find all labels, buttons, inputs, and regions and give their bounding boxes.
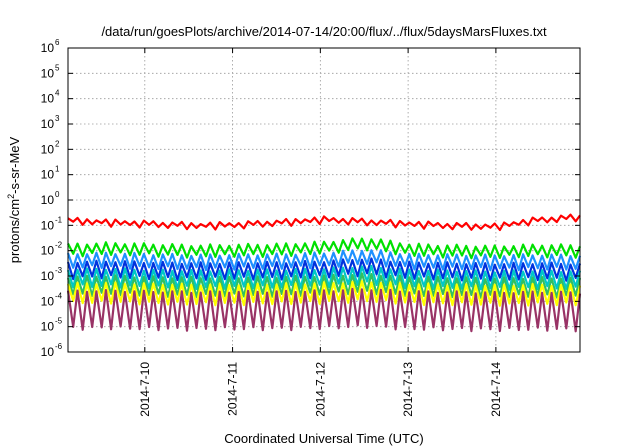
y-tick-labels: 10 -610 -510 -410 -310 -210 -110 010 110 210 310 41… bbox=[41, 38, 63, 359]
chart-title: /data/run/goesPlots/archive/2014-07-14/2… bbox=[101, 24, 547, 39]
y-tick-exponent: 2 bbox=[55, 139, 60, 148]
y-tick-label: 10 bbox=[41, 244, 55, 258]
y-tick-exponent: -4 bbox=[55, 291, 63, 300]
y-tick-label: 10 bbox=[41, 66, 55, 80]
y-tick-exponent: 3 bbox=[55, 114, 60, 123]
y-tick-exponent: -6 bbox=[55, 342, 63, 351]
x-tick-label: 2014-7-10 bbox=[138, 362, 152, 417]
y-tick-label: 10 bbox=[41, 218, 55, 232]
y-tick-label: 10 bbox=[41, 142, 55, 156]
y-axis-title-rest: -s-sr-MeV bbox=[7, 136, 22, 193]
x-tick-label: 2014-7-12 bbox=[313, 362, 327, 417]
x-tick-labels: 2014-7-10 2014-7-11 2014-7-12 2014-7-13 2014… bbox=[138, 362, 503, 417]
series-line bbox=[66, 257, 582, 282]
y-tick-exponent: -3 bbox=[55, 266, 63, 275]
y-tick-label: 10 bbox=[41, 41, 55, 55]
x-tick-label: 2014-7-13 bbox=[401, 362, 415, 417]
x-tick-label: 2014-7-14 bbox=[489, 362, 503, 417]
x-tick-label: 2014-7-11 bbox=[226, 362, 240, 416]
y-tick-label: 10 bbox=[41, 168, 55, 182]
series-line bbox=[66, 287, 582, 333]
y-tick-exponent: -1 bbox=[55, 215, 63, 224]
axis-ticks bbox=[68, 47, 580, 353]
y-axis-title-base: protons/cm bbox=[7, 199, 22, 263]
series-lines bbox=[66, 213, 582, 333]
y-tick-label: 10 bbox=[41, 269, 55, 283]
y-tick-exponent: 6 bbox=[55, 38, 60, 47]
series-line bbox=[66, 264, 582, 291]
y-tick-label: 10 bbox=[41, 345, 55, 359]
y-tick-exponent: 1 bbox=[55, 165, 60, 174]
series-line bbox=[67, 213, 581, 232]
y-tick-exponent: 0 bbox=[55, 190, 60, 199]
y-tick-exponent: -2 bbox=[55, 241, 63, 250]
y-tick-label: 10 bbox=[41, 92, 55, 106]
y-tick-exponent: -5 bbox=[55, 317, 63, 326]
y-tick-exponent: 4 bbox=[55, 89, 60, 98]
series-line bbox=[67, 237, 582, 260]
x-axis-title: Coordinated Universal Time (UTC) bbox=[224, 431, 423, 446]
series-line bbox=[66, 272, 582, 299]
y-tick-label: 10 bbox=[41, 193, 55, 207]
y-axis-title-superscript: 2 bbox=[6, 194, 16, 199]
series-line bbox=[66, 249, 582, 272]
y-tick-label: 10 bbox=[41, 320, 55, 334]
y-tick-label: 10 bbox=[41, 117, 55, 131]
series-line bbox=[66, 280, 582, 307]
y-axis-title: protons/cm2-s-sr-MeV bbox=[6, 136, 22, 263]
y-tick-exponent: 5 bbox=[55, 63, 60, 72]
y-tick-label: 10 bbox=[41, 294, 55, 308]
